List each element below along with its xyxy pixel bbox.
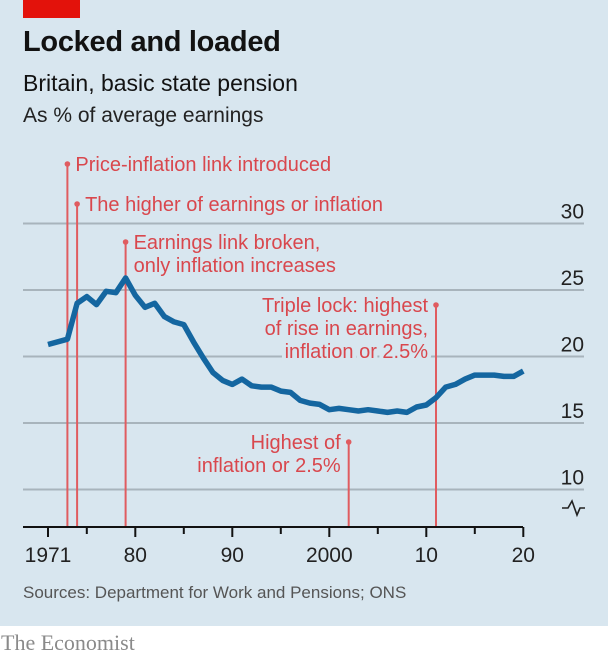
brand-logo: The Economist — [1, 630, 135, 655]
annotation-text: of rise in earnings, — [265, 318, 428, 340]
y-tick-label: 15 — [561, 400, 584, 423]
y-tick-label: 20 — [561, 334, 584, 357]
x-tick-label: 80 — [124, 544, 147, 567]
annotation: Earnings link broken,only inflation incr… — [122, 228, 340, 527]
series-line — [47, 275, 525, 416]
x-tick-label: 2000 — [306, 544, 353, 567]
x-tick-label: 10 — [415, 544, 438, 567]
chart-subtitle: Britain, basic state pension — [23, 70, 298, 96]
brand-red-tag — [23, 0, 80, 18]
annotation-text: Triple lock: highest — [262, 295, 428, 317]
source-note: Sources: Department for Work and Pension… — [23, 583, 407, 602]
axis-break-icon — [562, 499, 585, 518]
x-tick-label: 20 — [512, 544, 535, 567]
annotation-text: inflation or 2.5% — [285, 341, 429, 363]
x-tick-label: 1971 — [25, 544, 72, 567]
x-axis: 1971 80 90 2000 10 20 — [23, 526, 535, 567]
y-tick-label: 30 — [561, 201, 584, 224]
annotation-dot — [345, 439, 352, 445]
annotation-dot — [122, 239, 129, 245]
line-chart: Price-inflation link introduced The highe… — [23, 150, 585, 567]
chart-unit-label: As % of average earnings — [23, 104, 264, 127]
annotation: The higher of earnings or inflation — [74, 190, 387, 527]
y-axis-labels: 10 15 20 25 30 — [561, 201, 584, 490]
annotation-text: Earnings link broken, — [134, 232, 321, 254]
chart-panel — [0, 0, 608, 626]
annotation-dot — [64, 161, 71, 167]
y-tick-label: 25 — [561, 267, 584, 290]
annotation-text: only inflation increases — [134, 255, 336, 277]
series-layer — [47, 275, 525, 416]
annotation-dot — [74, 201, 80, 207]
x-tick-label: 90 — [221, 544, 244, 567]
annotation: Price-inflation link introduced — [64, 150, 335, 527]
y-tick-label: 10 — [561, 467, 584, 490]
annotation-text: The higher of earnings or inflation — [85, 194, 383, 216]
annotation-text: Highest of — [251, 432, 341, 454]
annotation-dot — [433, 302, 439, 308]
annotations: Price-inflation link introduced The highe… — [64, 150, 439, 527]
annotation-text: inflation or 2.5% — [197, 455, 341, 477]
chart-title: Locked and loaded — [23, 26, 281, 58]
annotation-text: Price-inflation link introduced — [75, 154, 331, 176]
